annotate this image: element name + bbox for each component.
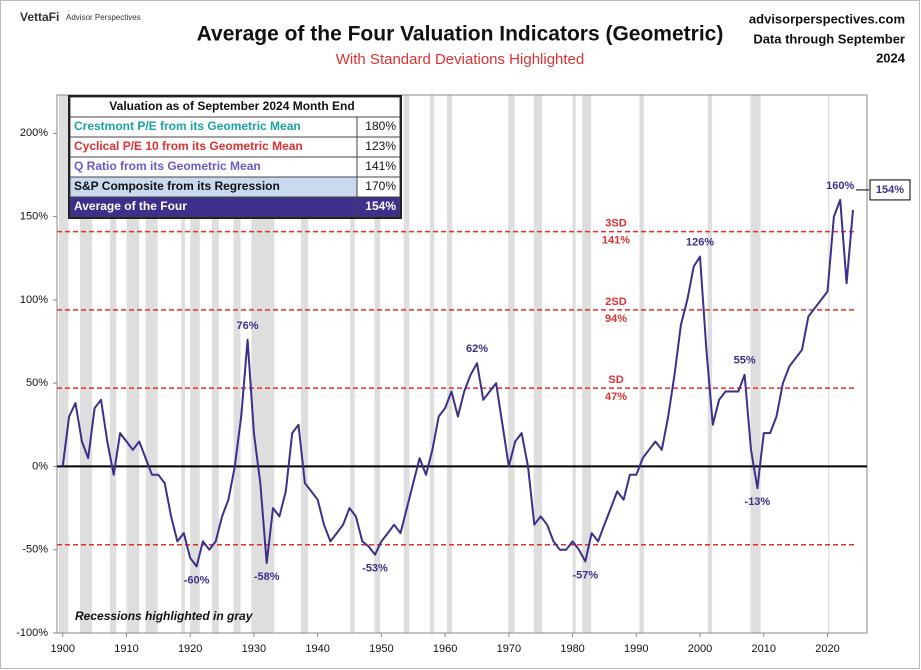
peak-label: 62%	[466, 343, 488, 355]
recession-band	[374, 95, 381, 633]
plot-area	[56, 94, 868, 634]
sd-label: 3SD	[605, 217, 626, 229]
table-row-value: 123%	[365, 139, 396, 153]
table-row-label: Cyclical P/E 10 from its Geometric Mean	[74, 139, 303, 153]
peak-label: -60%	[184, 574, 210, 586]
peak-label: -53%	[362, 563, 388, 575]
x-tick-label: 1910	[114, 643, 138, 655]
x-tick-label: 1990	[624, 643, 648, 655]
x-tick-label: 1980	[560, 643, 584, 655]
peak-label: -57%	[572, 569, 598, 581]
sd-value-label: 94%	[605, 313, 627, 325]
through-year: 2024	[876, 50, 906, 65]
through: Data through September	[753, 31, 905, 46]
recession-band	[582, 95, 592, 633]
brand: VettaFi	[20, 10, 59, 24]
recession-band	[58, 95, 69, 633]
peak-label: -13%	[745, 496, 771, 508]
peak-label: 76%	[237, 320, 259, 332]
recession-band	[639, 95, 644, 633]
recession-band	[126, 95, 140, 633]
recession-band	[145, 95, 158, 633]
y-tick-label: 150%	[20, 210, 48, 222]
table-row-label: S&P Composite from its Regression	[74, 179, 280, 193]
x-tick-label: 2000	[688, 643, 712, 655]
recession-band	[750, 95, 761, 633]
table-row-value: 154%	[365, 199, 396, 213]
series-line	[61, 198, 854, 568]
recession-band	[403, 95, 410, 633]
recession-band	[181, 95, 186, 633]
callout-box	[869, 179, 911, 201]
table-row-value: 180%	[365, 119, 396, 133]
table-row-value: 141%	[365, 159, 396, 173]
y-tick-label: 200%	[20, 127, 48, 139]
peak-label: 160%	[826, 180, 854, 192]
recession-band	[828, 95, 830, 633]
recession-band	[233, 95, 241, 633]
table-row-label: Average of the Four	[74, 199, 187, 213]
x-tick-label: 1950	[369, 643, 393, 655]
peak-label: 55%	[734, 355, 756, 367]
recession-band	[508, 95, 515, 633]
y-tick-label: 0%	[32, 460, 48, 472]
x-tick-label: 1960	[433, 643, 457, 655]
recession-band	[707, 95, 713, 633]
peak-label: 126%	[686, 236, 714, 248]
sd-label: SD	[608, 374, 623, 386]
table-border	[68, 95, 402, 219]
site: advisorperspectives.com	[749, 11, 905, 26]
table-row-value: 170%	[365, 179, 396, 193]
chart-subtitle: With Standard Deviations Highlighted	[336, 51, 584, 68]
recession-band	[251, 95, 275, 633]
x-tick-label: 1970	[497, 643, 521, 655]
recession-band	[572, 95, 576, 633]
y-tick-label: 100%	[20, 294, 48, 306]
recession-band	[447, 95, 453, 633]
x-tick-label: 1930	[242, 643, 266, 655]
table-title: Valuation as of September 2024 Month End	[109, 99, 354, 113]
x-tick-label: 1900	[50, 643, 74, 655]
y-tick-label: 50%	[26, 377, 48, 389]
brand-sub: Advisor Perspectives	[66, 13, 141, 22]
recession-band	[79, 95, 93, 633]
recession-band	[533, 95, 542, 633]
x-tick-label: 2010	[752, 643, 776, 655]
recession-band	[211, 95, 219, 633]
recession-band	[429, 95, 435, 633]
recession-band	[109, 95, 117, 633]
sd-value-label: 47%	[605, 391, 627, 403]
x-tick-label: 2020	[815, 643, 839, 655]
peak-label: -58%	[254, 571, 280, 583]
note: Recessions highlighted in gray	[75, 609, 254, 623]
x-tick-label: 1920	[178, 643, 202, 655]
y-tick-label: -100%	[16, 627, 48, 639]
sd-value-label: 141%	[602, 234, 630, 246]
recession-band	[190, 95, 200, 633]
table-row-label: Q Ratio from its Geometric Mean	[74, 159, 261, 173]
recession-band	[301, 95, 309, 633]
end-label: 154%	[876, 184, 904, 196]
recession-band	[350, 95, 355, 633]
y-tick-label: -50%	[22, 544, 48, 556]
sd-label: 2SD	[605, 296, 626, 308]
table-row-label: Crestmont P/E from its Geometric Mean	[74, 119, 301, 133]
x-tick-label: 1940	[305, 643, 329, 655]
chart-title: Average of the Four Valuation Indicators…	[197, 23, 724, 46]
